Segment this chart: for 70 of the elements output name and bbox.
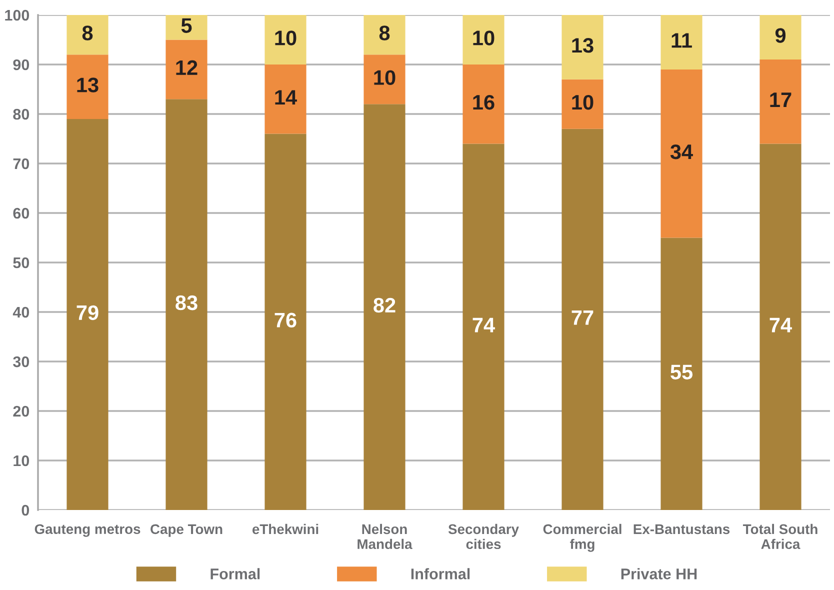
data-label: 13	[77, 78, 98, 92]
bar	[660, 238, 702, 510]
data-label: 83	[176, 295, 198, 310]
bar	[66, 118, 108, 510]
data-label: 11	[672, 33, 692, 48]
bar	[562, 128, 604, 510]
bar	[66, 54, 108, 119]
data-label: 82	[374, 298, 396, 313]
bar	[66, 15, 108, 55]
data-label: 76	[274, 312, 296, 328]
bar	[760, 15, 802, 60]
x-tick-label: Gauteng metros	[34, 524, 140, 537]
x-tick-label: Ex-Bantustans	[634, 524, 730, 534]
bar	[760, 144, 802, 510]
bar	[760, 60, 802, 144]
y-tick-label: 40	[12, 306, 30, 318]
bar	[660, 15, 702, 70]
data-label: 34	[670, 144, 693, 160]
x-tick-label: Commercial fmg	[543, 524, 622, 552]
y-tick-label: 90	[13, 59, 30, 70]
data-label: 74	[472, 318, 495, 332]
bar	[364, 104, 406, 510]
bar	[264, 15, 306, 64]
data-label: 8	[379, 26, 390, 40]
bar	[562, 79, 604, 129]
x-tick-label: Total South Africa	[742, 524, 818, 550]
y-tick-label: 60	[13, 208, 30, 219]
y-tick-label: 80	[13, 108, 30, 120]
bar	[462, 144, 504, 510]
bar	[166, 15, 208, 40]
y-tick-label: 10	[14, 455, 30, 466]
x-tick-label: eThekwini	[252, 524, 318, 534]
bar	[462, 15, 504, 64]
data-label: 14	[275, 90, 297, 105]
y-tick-label: 50	[13, 257, 30, 268]
data-label: 79	[76, 305, 98, 320]
bar	[364, 54, 406, 104]
data-label: 12	[176, 60, 198, 75]
bar	[166, 40, 208, 100]
y-tick-label: 20	[13, 406, 30, 417]
data-label: 10	[473, 30, 494, 46]
data-label: 8	[82, 26, 93, 40]
y-tick-label: 70	[13, 158, 30, 170]
data-label: 17	[770, 92, 792, 108]
bar	[364, 15, 406, 55]
x-tick-label: Secondary cities	[448, 524, 519, 550]
data-label: 55	[670, 364, 693, 380]
bar	[660, 69, 702, 238]
data-label: 10	[374, 70, 396, 85]
legend-label: Private HH	[621, 568, 697, 580]
data-label: 5	[181, 18, 192, 33]
legend-label: Informal	[411, 568, 470, 580]
bar	[462, 64, 504, 144]
x-tick-label: Cape Town	[150, 524, 222, 537]
bar	[264, 64, 306, 134]
data-label: 16	[473, 94, 494, 110]
data-label: 13	[572, 38, 594, 53]
y-tick-label: 100	[5, 10, 30, 21]
bar	[166, 99, 208, 510]
y-tick-label: 0	[22, 504, 30, 516]
data-label: 77	[572, 310, 594, 325]
y-tick-label: 30	[13, 356, 30, 368]
bar	[264, 134, 306, 510]
data-label: 9	[775, 28, 786, 43]
data-label: 10	[275, 30, 296, 46]
bar	[562, 15, 604, 80]
data-label: 10	[572, 94, 594, 110]
legend-label: Formal	[210, 568, 260, 580]
data-label: 74	[770, 318, 792, 332]
x-tick-label: Nelson Mandela	[358, 524, 412, 550]
